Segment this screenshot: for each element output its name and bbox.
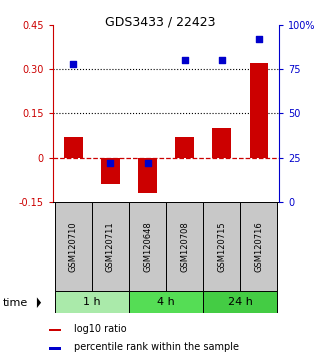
Bar	[175, 137, 194, 158]
Bar	[203, 291, 277, 313]
Point	[71, 61, 76, 67]
Text: log10 ratio: log10 ratio	[74, 324, 126, 334]
Bar	[129, 202, 166, 292]
Bar	[55, 202, 92, 292]
Bar	[166, 202, 203, 292]
Text: GSM120711: GSM120711	[106, 222, 115, 272]
Text: GDS3433 / 22423: GDS3433 / 22423	[105, 16, 216, 29]
Bar	[55, 291, 129, 313]
Text: percentile rank within the sample: percentile rank within the sample	[74, 342, 239, 352]
Text: 4 h: 4 h	[157, 297, 175, 307]
Bar	[213, 128, 231, 158]
Text: 24 h: 24 h	[228, 297, 253, 307]
Point	[256, 36, 261, 42]
Point	[145, 160, 150, 166]
Text: time: time	[3, 298, 29, 308]
Bar	[129, 291, 203, 313]
Bar	[101, 158, 120, 184]
Text: GSM120716: GSM120716	[254, 222, 263, 272]
Text: GSM120648: GSM120648	[143, 222, 152, 272]
Bar	[240, 202, 277, 292]
Text: 1 h: 1 h	[83, 297, 101, 307]
Bar	[203, 202, 240, 292]
Bar	[49, 329, 61, 331]
Text: GSM120710: GSM120710	[69, 222, 78, 272]
Bar	[49, 347, 61, 350]
Point	[108, 160, 113, 166]
Point	[219, 57, 224, 63]
Text: GSM120708: GSM120708	[180, 222, 189, 272]
Point	[182, 57, 187, 63]
Bar	[250, 63, 268, 158]
Bar	[138, 158, 157, 193]
Text: GSM120715: GSM120715	[217, 222, 226, 272]
Bar	[92, 202, 129, 292]
Bar	[64, 137, 82, 158]
